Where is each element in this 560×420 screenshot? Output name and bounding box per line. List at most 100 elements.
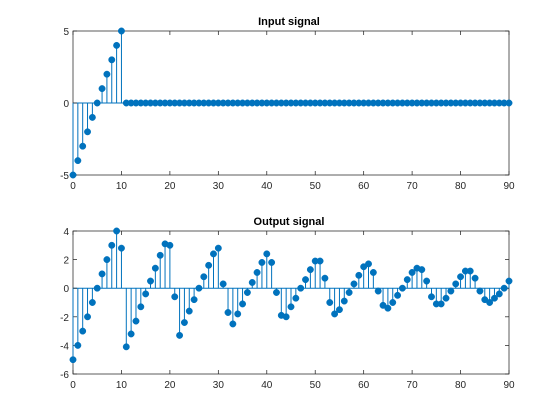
output-stem-marker <box>423 278 429 284</box>
output-stem-marker <box>370 269 376 275</box>
output-x-tick-label: 70 <box>407 380 419 391</box>
input-x-tick-label: 90 <box>503 181 515 192</box>
output-stem-marker <box>375 288 381 294</box>
input-x-tick-label: 80 <box>455 181 467 192</box>
output-stem-marker <box>167 242 173 248</box>
output-stem-marker <box>75 342 81 348</box>
output-stem-marker <box>453 281 459 287</box>
output-stem-marker <box>235 311 241 317</box>
output-stem-marker <box>341 298 347 304</box>
input-stem-marker <box>113 42 119 48</box>
output-stem-marker <box>254 269 260 275</box>
output-x-tick-label: 90 <box>503 380 515 391</box>
output-stem-marker <box>404 276 410 282</box>
input-stem-marker <box>94 100 100 106</box>
output-stem-marker <box>89 299 95 305</box>
input-stem-marker <box>70 172 76 178</box>
output-stem-marker <box>346 289 352 295</box>
output-stem-marker <box>147 278 153 284</box>
output-stem-marker <box>472 275 478 281</box>
input-x-tick-label: 60 <box>358 181 370 192</box>
input-signal-title: Input signal <box>258 16 320 28</box>
output-stem-marker <box>205 262 211 268</box>
output-stem-marker <box>70 357 76 363</box>
output-stem-marker <box>394 292 400 298</box>
output-signal-title: Output signal <box>254 216 325 228</box>
output-stem-marker <box>297 285 303 291</box>
output-stem-marker <box>351 281 357 287</box>
input-stem-marker <box>89 114 95 120</box>
input-stem-marker <box>109 57 115 63</box>
output-stem-marker <box>138 304 144 310</box>
output-x-tick-label: 80 <box>455 380 467 391</box>
output-stem-marker <box>317 258 323 264</box>
input-stem-marker <box>118 28 124 34</box>
output-x-tick-label: 20 <box>164 380 176 391</box>
output-stem-marker <box>283 314 289 320</box>
output-stem-marker <box>152 265 158 271</box>
output-stem-marker <box>79 328 85 334</box>
output-y-tick-label: -6 <box>60 370 69 381</box>
output-stem-marker <box>268 259 274 265</box>
input-signal-axes: Input signal 0 10 20 30 40 50 60 70 80 90-505 <box>60 16 515 192</box>
input-x-tick-label: 70 <box>407 181 419 192</box>
output-stem-marker <box>123 344 129 350</box>
output-x-tick-label: 50 <box>310 380 322 391</box>
output-stem-marker <box>501 285 507 291</box>
output-x-tick-label: 60 <box>358 380 370 391</box>
input-stem-marker <box>104 71 110 77</box>
input-y-tick-label: 5 <box>63 27 69 38</box>
output-x-tick-label: 10 <box>116 380 128 391</box>
output-y-tick-label: 2 <box>63 256 69 267</box>
output-stem-marker <box>239 301 245 307</box>
output-stem-marker <box>390 299 396 305</box>
output-stem-marker <box>133 318 139 324</box>
output-stem-marker <box>84 314 90 320</box>
output-stem-marker <box>94 285 100 291</box>
output-x-tick-label: 0 <box>70 380 76 391</box>
output-stem-marker <box>172 294 178 300</box>
output-stem-marker <box>215 245 221 251</box>
output-stem-marker <box>118 245 124 251</box>
output-signal-axes: Output signal 0 10 20 30 40 50 60 70 80 90 -6 -4 -2 0… <box>60 216 515 391</box>
output-stem-marker <box>142 291 148 297</box>
output-stem-marker <box>109 242 115 248</box>
output-stem-marker <box>302 276 308 282</box>
output-stem-marker <box>327 299 333 305</box>
output-stem-marker <box>99 271 105 277</box>
output-stem-marker <box>220 281 226 287</box>
output-stem-marker <box>506 278 512 284</box>
output-x-tick-label: 40 <box>261 380 273 391</box>
output-stem-marker <box>356 272 362 278</box>
output-y-tick-label: -2 <box>60 313 69 324</box>
output-stem-marker <box>438 301 444 307</box>
output-stem-marker <box>307 266 313 272</box>
input-x-tick-label: 30 <box>213 181 225 192</box>
output-stem-marker <box>244 289 250 295</box>
input-x-tick-label: 40 <box>261 181 273 192</box>
input-x-tick-label: 50 <box>310 181 322 192</box>
output-stem-marker <box>467 268 473 274</box>
output-stem-marker <box>448 288 454 294</box>
output-stem-marker <box>113 228 119 234</box>
input-stem-marker <box>79 143 85 149</box>
output-stem-marker <box>259 259 265 265</box>
input-stem-marker <box>75 157 81 163</box>
output-stem-marker <box>365 261 371 267</box>
output-stem-marker <box>443 295 449 301</box>
output-stem-marker <box>428 294 434 300</box>
output-stem-marker <box>181 319 187 325</box>
output-stem-marker <box>336 306 342 312</box>
input-x-tick-label: 20 <box>164 181 176 192</box>
output-stem-marker <box>457 274 463 280</box>
input-x-tick-label: 10 <box>116 181 128 192</box>
output-stem-marker <box>191 296 197 302</box>
output-y-tick-label: 4 <box>63 227 69 238</box>
input-y-tick-label: 0 <box>63 99 69 110</box>
input-stem-marker <box>506 100 512 106</box>
output-stem-marker <box>496 291 502 297</box>
output-stem-marker <box>249 279 255 285</box>
input-stem-marker <box>84 129 90 135</box>
output-stem-marker <box>322 275 328 281</box>
output-stem-marker <box>225 309 231 315</box>
